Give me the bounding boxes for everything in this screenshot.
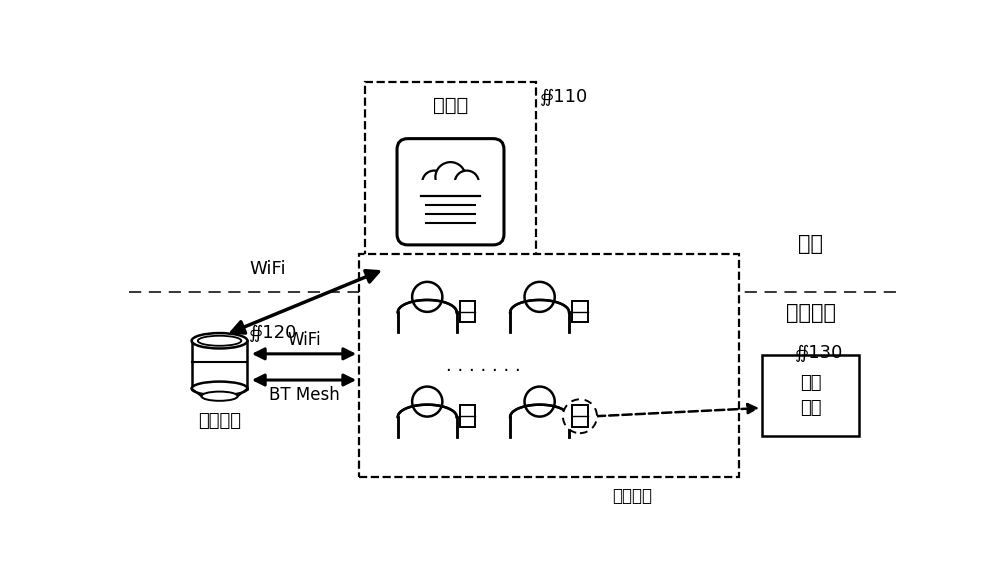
Text: 会议现场: 会议现场: [786, 303, 836, 323]
Bar: [510, 300, 569, 332]
Text: ∯120: ∯120: [249, 324, 297, 342]
Circle shape: [412, 386, 442, 417]
Circle shape: [563, 399, 597, 433]
Circle shape: [455, 171, 479, 195]
Text: BT Mesh: BT Mesh: [269, 386, 339, 404]
Bar: [421, 180, 480, 200]
Text: · · · · · · ·: · · · · · · ·: [446, 362, 520, 380]
Text: ∯110: ∯110: [540, 88, 588, 106]
Bar: [762, 356, 859, 436]
Circle shape: [525, 282, 555, 312]
FancyBboxPatch shape: [397, 139, 504, 245]
Text: 与会人员: 与会人员: [613, 486, 653, 504]
Bar: [365, 82, 536, 278]
Bar: [572, 406, 588, 427]
Text: WiFi: WiFi: [287, 331, 321, 349]
Bar: [460, 406, 475, 427]
Bar: [398, 300, 457, 332]
Circle shape: [435, 162, 466, 192]
Text: 云端: 云端: [798, 234, 823, 254]
Bar: [510, 405, 569, 437]
Ellipse shape: [201, 392, 238, 401]
Ellipse shape: [192, 333, 247, 349]
Text: ∯130: ∯130: [795, 344, 843, 362]
Text: 控制
设备: 控制 设备: [800, 374, 821, 417]
Bar: [359, 254, 739, 477]
Ellipse shape: [192, 382, 247, 396]
Text: 服务器: 服务器: [433, 96, 468, 114]
Circle shape: [422, 171, 446, 195]
Bar: [398, 405, 457, 437]
Bar: [192, 341, 247, 389]
Ellipse shape: [198, 336, 241, 346]
Text: 语音设备: 语音设备: [198, 412, 241, 430]
Text: WiFi: WiFi: [249, 260, 286, 278]
Bar: [572, 301, 588, 322]
Circle shape: [412, 282, 442, 312]
Bar: [460, 301, 475, 322]
Circle shape: [525, 386, 555, 417]
